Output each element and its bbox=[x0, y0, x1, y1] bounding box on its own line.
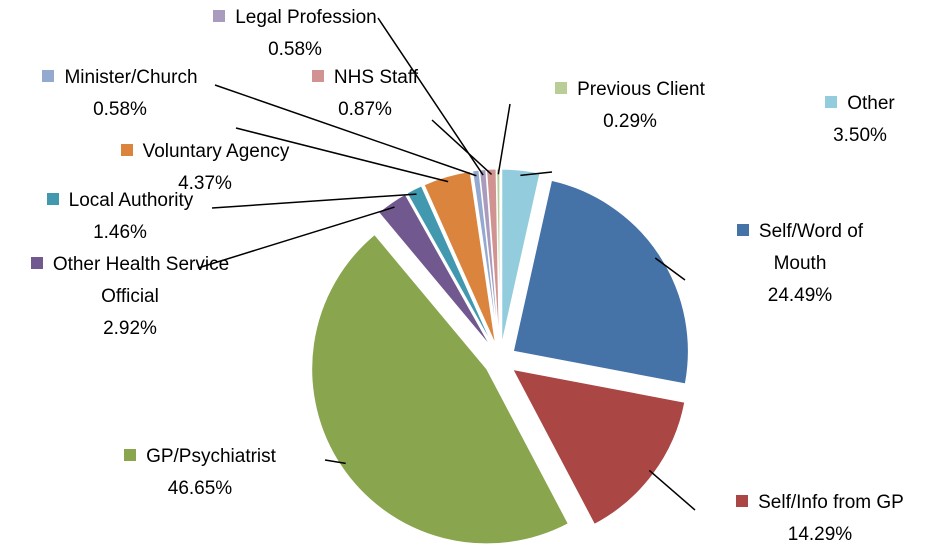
data-label: Legal Profession 0.58% bbox=[165, 2, 425, 66]
category-label: Previous Client bbox=[577, 79, 705, 100]
data-label: GP/Psychiatrist 46.65% bbox=[80, 441, 320, 505]
legend-swatch bbox=[213, 10, 226, 22]
value-label: 4.37% bbox=[178, 173, 232, 194]
legend-swatch bbox=[124, 449, 137, 461]
data-label: Self/Word of Mouth 24.49% bbox=[725, 216, 875, 312]
pie-slice bbox=[311, 233, 569, 545]
data-label: Previous Client 0.29% bbox=[510, 74, 750, 138]
category-label: NHS Staff bbox=[333, 67, 419, 88]
leader-line bbox=[431, 119, 493, 175]
category-label: Voluntary Agency bbox=[142, 141, 290, 162]
value-label: 0.58% bbox=[93, 99, 147, 120]
value-label: 14.29% bbox=[787, 524, 853, 545]
leader-line bbox=[197, 206, 395, 269]
data-label: Other 3.50% bbox=[790, 88, 930, 152]
value-label: 1.46% bbox=[93, 222, 147, 243]
legend-swatch bbox=[555, 82, 568, 94]
category-label: Self/Info from GP bbox=[758, 492, 904, 513]
leader-line bbox=[211, 193, 417, 209]
leader-line bbox=[497, 103, 511, 175]
legend-swatch bbox=[30, 257, 43, 269]
value-label: 24.49% bbox=[767, 285, 833, 306]
leader-line bbox=[648, 469, 696, 511]
pie-slice bbox=[406, 185, 494, 346]
data-label: Self/Info from GP 14.29% bbox=[700, 487, 936, 549]
value-label: 0.58% bbox=[268, 39, 322, 60]
leader-line bbox=[377, 17, 484, 176]
leader-line bbox=[235, 127, 449, 183]
value-label: 0.29% bbox=[603, 111, 657, 132]
data-label: Local Authority 1.46% bbox=[0, 185, 240, 249]
legend-swatch bbox=[311, 70, 324, 82]
pie-slice bbox=[512, 179, 689, 385]
category-label: Minister/Church bbox=[64, 67, 198, 88]
pie-slice bbox=[471, 169, 499, 345]
value-label: 0.87% bbox=[338, 99, 392, 120]
legend-swatch bbox=[46, 193, 59, 205]
value-label: 3.50% bbox=[833, 125, 887, 146]
pie-slice bbox=[423, 170, 497, 345]
category-label: GP/Psychiatrist bbox=[146, 446, 276, 467]
value-label: 46.65% bbox=[167, 478, 233, 499]
category-label: Self/Word of Mouth bbox=[758, 221, 864, 274]
category-label: Local Authority bbox=[68, 190, 194, 211]
leader-line bbox=[520, 171, 553, 177]
leader-line bbox=[214, 84, 477, 177]
category-label: Legal Profession bbox=[235, 7, 377, 28]
data-label: Other Health Service Official 2.92% bbox=[10, 249, 250, 345]
data-label: NHS Staff 0.87% bbox=[295, 62, 435, 126]
data-label: Voluntary Agency 4.37% bbox=[75, 136, 335, 200]
legend-swatch bbox=[825, 96, 838, 108]
legend-swatch bbox=[42, 70, 55, 82]
leader-line bbox=[324, 459, 346, 465]
legend-swatch bbox=[736, 495, 749, 507]
leader-line bbox=[654, 257, 686, 281]
value-label: 2.92% bbox=[103, 318, 157, 339]
data-label: Minister/Church 0.58% bbox=[0, 62, 240, 126]
legend-swatch bbox=[736, 224, 749, 236]
category-label: Other Health Service Official bbox=[52, 254, 230, 307]
category-label: Other bbox=[847, 93, 895, 114]
legend-swatch bbox=[120, 144, 133, 156]
